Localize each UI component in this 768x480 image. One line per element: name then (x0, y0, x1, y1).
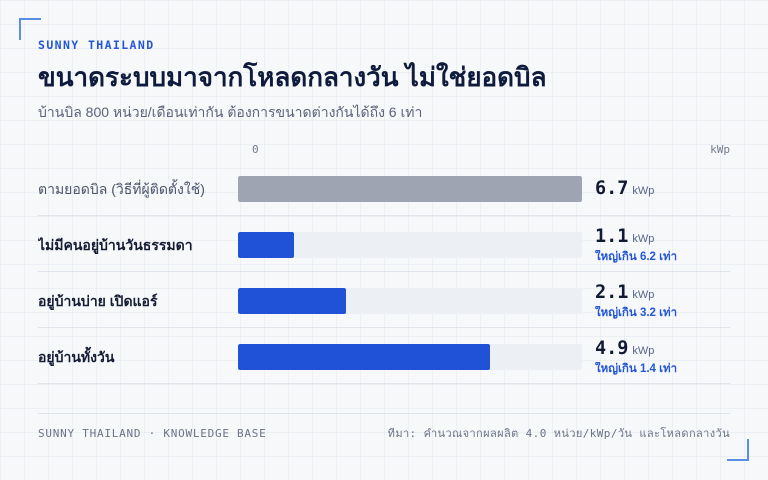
chart-title: ขนาดระบบมาจากโหลดกลางวัน ไม่ใช่ยอดบิล (38, 62, 547, 92)
value-block-away-weekdays: 1.1 kWp (595, 225, 730, 249)
brand-label: SUNNY THAILAND (38, 38, 155, 52)
bar-away-weekdays (238, 232, 295, 258)
bar-row-home-afternoon-ac: อยู่บ้านบ่าย เปิดแอร์ 2.1 kWp ใหญ่เกิน 3.… (38, 272, 730, 328)
footer-brand: SUNNY THAILAND · KNOWLEDGE BASE (38, 427, 267, 440)
bar-chart: ตามยอดบิล (วิธีที่ผู้ติดตั้งใช้) 6.7 kWp … (38, 160, 730, 384)
bar-track-away-weekdays (238, 232, 582, 258)
value-block-bill-based: 6.7 kWp (595, 176, 730, 202)
value-block-home-all-day: 4.9 kWp (595, 337, 730, 361)
bar-track-home-afternoon-ac (238, 288, 582, 314)
value-unit-label: kWp (632, 233, 655, 245)
axis-tick-label-zero: 0 (252, 143, 259, 156)
value-label-bill-based: 6.7 (595, 178, 629, 199)
corner-bracket-top-left (19, 18, 41, 40)
bar-home-all-day (238, 344, 490, 370)
chart-subtitle: บ้านบิล 800 หน่วย/เดือนเท่ากัน ต้องการขน… (38, 104, 423, 120)
bar-bill-based (238, 176, 582, 202)
axis-unit-label: kWp (710, 143, 730, 156)
footer-source-note: ที่มา: คำนวณจากผลผลิต 4.0 หน่วย/kWp/วัน … (387, 427, 730, 440)
value-unit-label: kWp (632, 185, 655, 197)
category-label-home-afternoon-ac: อยู่บ้านบ่าย เปิดแอร์ (38, 293, 158, 309)
bar-track-home-all-day (238, 344, 582, 370)
category-label-away-weekdays: ไม่มีคนอยู่บ้านวันธรรมดา (38, 237, 193, 253)
bar-track-bill-based (238, 176, 582, 202)
corner-bracket-bottom-right (727, 439, 749, 461)
bar-row-away-weekdays: ไม่มีคนอยู่บ้านวันธรรมดา 1.1 kWp ใหญ่เกิน… (38, 216, 730, 272)
bar-row-home-all-day: อยู่บ้านทั้งวัน 4.9 kWp ใหญ่เกิน 1.4 เท่า (38, 328, 730, 384)
bar-home-afternoon-ac (238, 288, 346, 314)
value-block-home-afternoon-ac: 2.1 kWp (595, 281, 730, 305)
value-label-away-weekdays: 1.1 (595, 226, 629, 247)
category-label-home-all-day: อยู่บ้านทั้งวัน (38, 349, 115, 365)
value-label-home-afternoon-ac: 2.1 (595, 282, 629, 303)
footer-divider (38, 413, 730, 414)
bar-row-bill-based: ตามยอดบิล (วิธีที่ผู้ติดตั้งใช้) 6.7 kWp (38, 160, 730, 216)
oversize-note-home-afternoon-ac: ใหญ่เกิน 3.2 เท่า (595, 307, 678, 319)
oversize-note-home-all-day: ใหญ่เกิน 1.4 เท่า (595, 363, 678, 375)
value-unit-label: kWp (632, 345, 655, 357)
oversize-note-away-weekdays: ใหญ่เกิน 6.2 เท่า (595, 251, 678, 263)
value-label-home-all-day: 4.9 (595, 338, 629, 359)
category-label-bill-based: ตามยอดบิล (วิธีที่ผู้ติดตั้งใช้) (38, 181, 205, 197)
value-unit-label: kWp (632, 289, 655, 301)
